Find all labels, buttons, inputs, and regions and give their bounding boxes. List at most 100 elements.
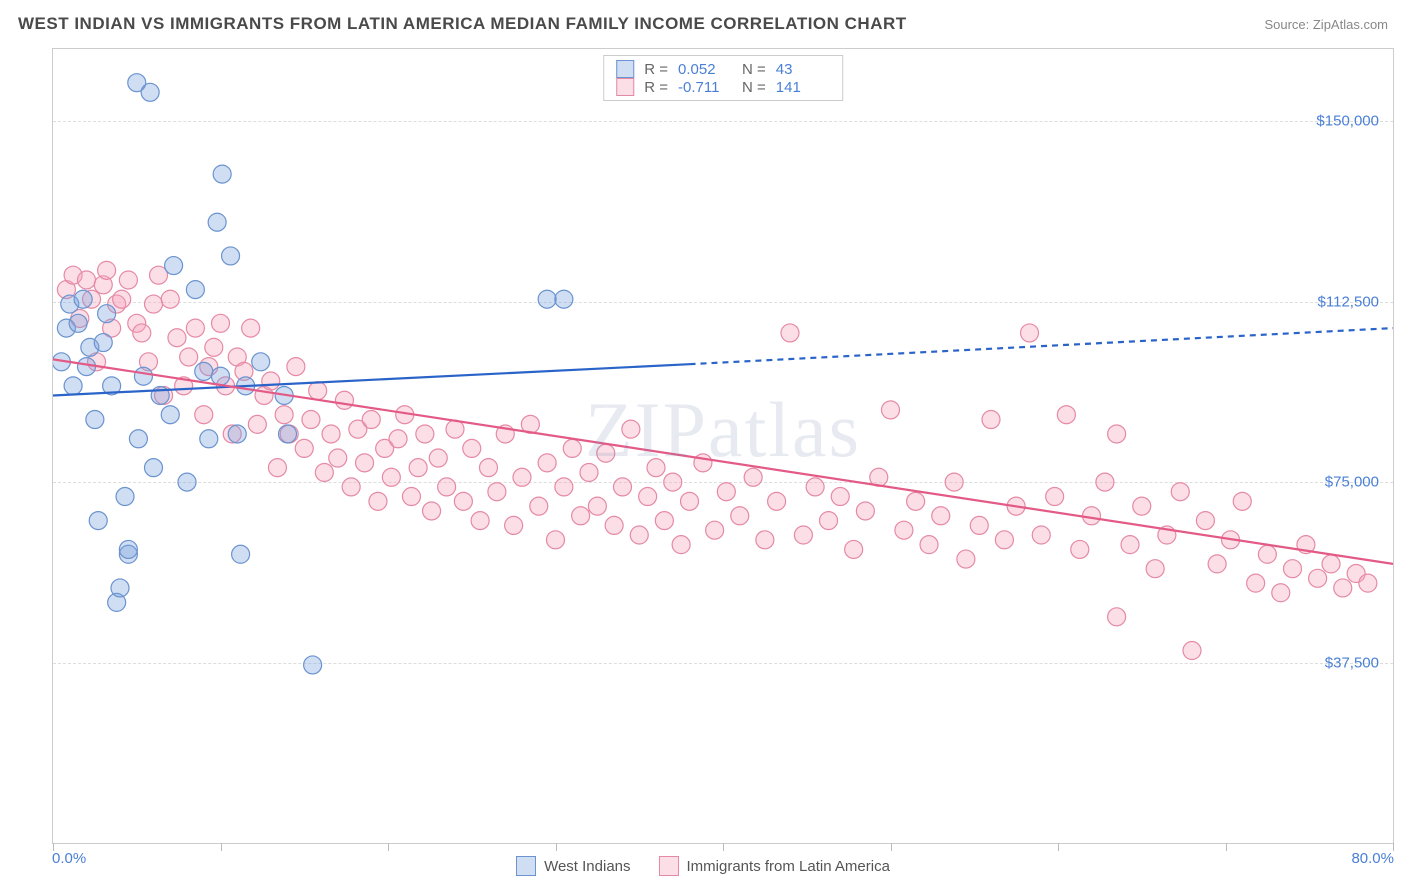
scatter-point-b [756, 531, 774, 549]
scatter-point-b [205, 338, 223, 356]
scatter-point-b [113, 290, 131, 308]
scatter-point-b [505, 516, 523, 534]
scatter-point-b [471, 512, 489, 530]
scatter-point-b [1284, 560, 1302, 578]
scatter-point-a [186, 281, 204, 299]
scatter-point-b [1258, 545, 1276, 563]
scatter-point-b [1021, 324, 1039, 342]
scatter-point-b [639, 488, 657, 506]
scatter-point-b [597, 444, 615, 462]
scatter-point-b [630, 526, 648, 544]
scatter-point-b [1133, 497, 1151, 515]
legend-swatch-a [516, 856, 536, 876]
scatter-point-b [717, 483, 735, 501]
scatter-point-b [409, 459, 427, 477]
scatter-point-b [168, 329, 186, 347]
scatter-point-a [208, 213, 226, 231]
scatter-point-a [195, 362, 213, 380]
scatter-point-a [119, 540, 137, 558]
scatter-point-b [212, 314, 230, 332]
chart-source: Source: ZipAtlas.com [1264, 17, 1388, 32]
scatter-point-b [161, 290, 179, 308]
scatter-point-b [362, 411, 380, 429]
scatter-point-b [287, 358, 305, 376]
scatter-point-b [655, 512, 673, 530]
scatter-point-b [180, 348, 198, 366]
scatter-point-a [165, 257, 183, 275]
scatter-point-a [94, 334, 112, 352]
scatter-point-b [1309, 569, 1327, 587]
legend-item-b: Immigrants from Latin America [659, 856, 890, 876]
scatter-point-b [1032, 526, 1050, 544]
scatter-point-b [1071, 540, 1089, 558]
scatter-point-b [1146, 560, 1164, 578]
scatter-point-b [295, 439, 313, 457]
scatter-point-b [446, 420, 464, 438]
scatter-point-b [706, 521, 724, 539]
scatter-point-b [1046, 488, 1064, 506]
scatter-point-b [845, 540, 863, 558]
scatter-point-a [232, 545, 250, 563]
scatter-point-b [438, 478, 456, 496]
scatter-point-b [538, 454, 556, 472]
scatter-point-a [129, 430, 147, 448]
scatter-point-b [1057, 406, 1075, 424]
scatter-point-b [731, 507, 749, 525]
r-label: R = [644, 61, 668, 78]
scatter-point-b [195, 406, 213, 424]
scatter-point-a [222, 247, 240, 265]
n-label: N = [742, 79, 766, 96]
scatter-point-a [64, 377, 82, 395]
scatter-point-b [580, 463, 598, 481]
scatter-point-b [1183, 642, 1201, 660]
scatter-point-b [248, 415, 266, 433]
scatter-point-a [200, 430, 218, 448]
scatter-point-a [98, 305, 116, 323]
scatter-point-b [563, 439, 581, 457]
scatter-point-a [69, 314, 87, 332]
n-value-a: 43 [776, 61, 830, 78]
scatter-point-a [304, 656, 322, 674]
scatter-point-b [1171, 483, 1189, 501]
scatter-point-b [402, 488, 420, 506]
n-value-b: 141 [776, 79, 830, 96]
scatter-point-b [856, 502, 874, 520]
correlation-row-a: R = 0.052 N = 43 [616, 60, 830, 78]
scatter-point-b [982, 411, 1000, 429]
scatter-point-b [416, 425, 434, 443]
scatter-point-b [831, 488, 849, 506]
scatter-point-a [74, 290, 92, 308]
scatter-point-b [970, 516, 988, 534]
scatter-point-a [228, 425, 246, 443]
scatter-point-a [111, 579, 129, 597]
scatter-point-b [1196, 512, 1214, 530]
scatter-point-b [1233, 492, 1251, 510]
scatter-point-b [329, 449, 347, 467]
scatter-point-b [530, 497, 548, 515]
series-legend: West Indians Immigrants from Latin Ameri… [0, 856, 1406, 876]
scatter-point-b [681, 492, 699, 510]
scatter-point-b [389, 430, 407, 448]
scatter-point-a [78, 358, 96, 376]
scatter-point-b [429, 449, 447, 467]
scatter-point-b [820, 512, 838, 530]
scatter-point-b [342, 478, 360, 496]
scatter-point-b [547, 531, 565, 549]
chart-title: WEST INDIAN VS IMMIGRANTS FROM LATIN AME… [18, 14, 907, 34]
scatter-point-b [186, 319, 204, 337]
scatter-point-b [945, 473, 963, 491]
scatter-point-a [213, 165, 231, 183]
legend-label-b: Immigrants from Latin America [687, 858, 890, 875]
scatter-point-a [89, 512, 107, 530]
scatter-point-b [382, 468, 400, 486]
r-value-b: -0.711 [678, 79, 732, 96]
scatter-point-b [315, 463, 333, 481]
scatter-point-b [588, 497, 606, 515]
scatter-point-b [302, 411, 320, 429]
scatter-point-b [275, 406, 293, 424]
scatter-point-b [262, 372, 280, 390]
r-value-a: 0.052 [678, 61, 732, 78]
chart-header: WEST INDIAN VS IMMIGRANTS FROM LATIN AME… [0, 0, 1406, 42]
chart-plot-area: R = 0.052 N = 43 R = -0.711 N = 141 ZIPa… [52, 48, 1394, 844]
scatter-point-a [279, 425, 297, 443]
